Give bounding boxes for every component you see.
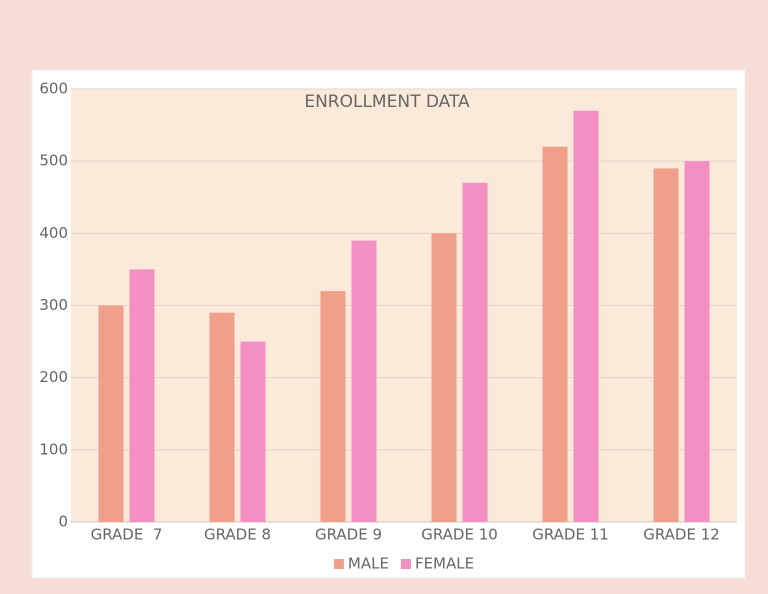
legend-label: FEMALE [415,555,474,573]
y-tick-label: 400 [39,224,68,242]
bar [573,110,599,523]
chart-title: ENROLLMENT DATA [304,92,470,112]
bar [240,341,266,522]
bar [98,305,124,522]
bar [653,168,679,522]
bar [320,291,346,522]
y-tick-label: 500 [39,152,68,170]
legend-swatch [333,559,344,569]
x-tick-label: GRADE 9 [315,526,382,544]
legend-label: MALE [348,555,389,573]
y-tick-label: 600 [39,80,68,98]
y-tick-label: 300 [39,296,68,314]
bar [542,146,568,522]
x-tick-label: GRADE 7 [91,526,163,544]
x-tick-label: GRADE 12 [643,526,720,544]
legend-swatch [400,559,411,569]
y-tick-label: 100 [39,440,68,458]
bar [684,161,710,522]
y-tick-label: 200 [39,368,68,386]
bar [431,233,457,523]
x-tick-label: GRADE 11 [532,526,609,544]
bar [129,269,155,522]
x-tick-label: GRADE 8 [204,526,271,544]
x-tick-label: GRADE 10 [421,526,498,544]
y-tick-label: 0 [58,513,68,531]
bar [462,182,488,523]
bar [209,312,235,522]
bar [351,240,377,523]
